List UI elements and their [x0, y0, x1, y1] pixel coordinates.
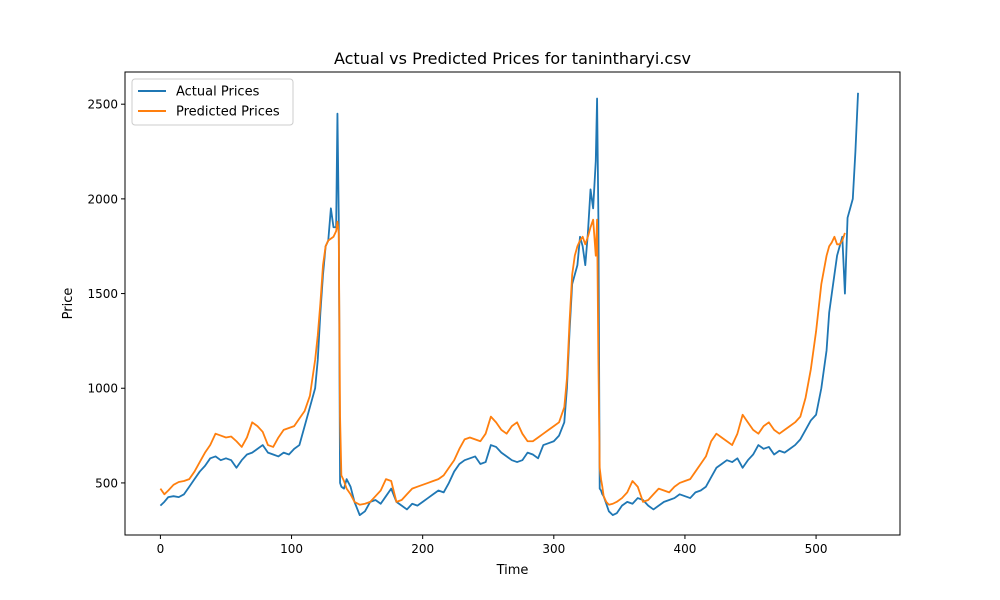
legend-label-predicted: Predicted Prices	[176, 105, 280, 120]
x-axis: 0 100 200 300 400 500	[157, 535, 828, 556]
y-axis: 500 1000 1500 2000 2500	[87, 98, 125, 490]
x-tick-label: 200	[411, 542, 434, 556]
x-tick-label: 100	[280, 542, 303, 556]
y-tick-label: 500	[95, 476, 118, 490]
y-tick-label: 1000	[87, 382, 118, 396]
x-tick-label: 300	[542, 542, 565, 556]
legend-box	[131, 78, 294, 126]
series-line-predicted	[159, 218, 846, 506]
legend: Actual Prices Predicted Prices	[131, 78, 294, 126]
x-axis-label: Time	[496, 563, 529, 578]
y-axis-label: Price	[61, 288, 76, 320]
x-tick-label: 0	[157, 542, 165, 556]
y-tick-label: 1500	[87, 287, 118, 301]
chart-title: Actual vs Predicted Prices for taninthar…	[334, 49, 691, 68]
x-tick-label: 400	[673, 542, 696, 556]
y-tick-label: 2500	[87, 98, 118, 112]
series-line-actual	[159, 92, 859, 517]
y-tick-label: 2000	[87, 192, 118, 206]
plot-area	[124, 71, 901, 536]
axes-background	[125, 72, 900, 535]
legend-label-actual: Actual Prices	[176, 85, 260, 100]
x-tick-label: 500	[805, 542, 828, 556]
series-layer	[159, 92, 859, 517]
axes-frame	[124, 71, 901, 536]
